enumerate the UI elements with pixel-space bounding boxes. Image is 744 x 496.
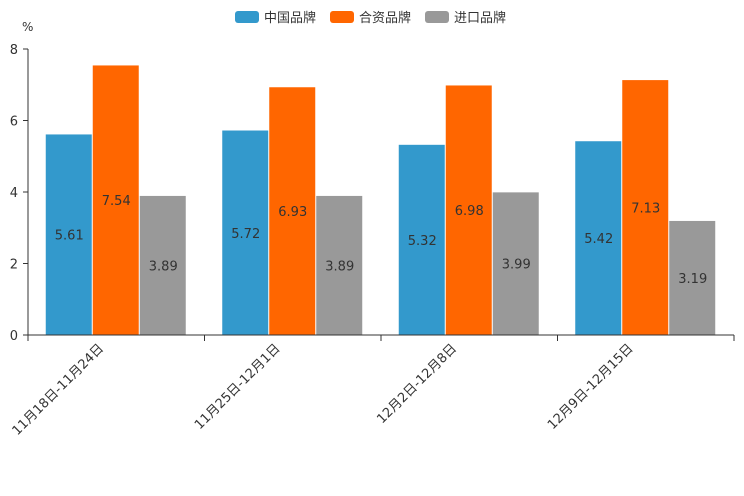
y-tick-label-4: 8 [10,43,18,58]
bar-3-2 [669,220,716,335]
data-label-3-2: 3.19 [678,272,707,287]
y-tick-label-2: 4 [10,186,18,201]
y-axis-unit-label: % [22,20,34,34]
data-label-0-1: 7.54 [102,194,131,209]
data-label-2-0: 5.32 [408,234,437,249]
data-label-1-1: 6.93 [278,205,307,220]
x-tick-label-3: 12月9日-12月15日 [545,341,637,433]
legend: 中国品牌 合资品牌 进口品牌 [235,7,506,26]
bar-1-1 [269,87,316,335]
data-label-0-2: 3.89 [149,259,178,274]
legend-swatch-joint-venture-brand [330,10,355,23]
data-label-0-0: 5.61 [55,229,84,244]
x-tick-label-2: 12月2日-12月8日 [374,341,460,427]
bar-3-0 [575,141,622,335]
bar-0-1 [92,65,139,335]
legend-label-china-brand: 中国品牌 [264,11,317,26]
y-tick-label-0: 0 [10,329,18,344]
bar-2-0 [398,144,445,335]
legend-label-import-brand: 进口品牌 [454,11,507,26]
bar-1-2 [316,195,363,335]
data-label-1-2: 3.89 [325,259,354,274]
x-tick-label-1: 11月25日-12月1日 [192,341,284,433]
bar-3-1 [622,80,669,335]
legend-item-import-brand[interactable]: 进口品牌 [425,7,506,26]
legend-item-china-brand[interactable]: 中国品牌 [235,7,316,26]
data-label-2-1: 6.98 [455,204,484,219]
legend-swatch-china-brand [235,10,259,23]
bar-2-2 [492,192,539,335]
bar-2-1 [445,85,492,335]
data-label-1-0: 5.72 [231,227,260,242]
bar-0-0 [45,134,92,335]
data-label-3-1: 7.13 [631,202,660,217]
y-tick-label-1: 2 [10,258,18,273]
bar-1-0 [222,130,269,335]
legend-swatch-import-brand [425,10,450,23]
data-label-2-2: 3.99 [502,258,531,273]
bar-0-2 [139,195,186,335]
x-tick-label-0: 11月18日-11月24日 [10,341,107,438]
legend-label-joint-venture-brand: 合资品牌 [359,11,412,26]
legend-item-joint-venture-brand[interactable]: 合资品牌 [330,7,411,26]
data-label-3-0: 5.42 [584,232,613,247]
y-tick-label-3: 6 [10,115,18,130]
